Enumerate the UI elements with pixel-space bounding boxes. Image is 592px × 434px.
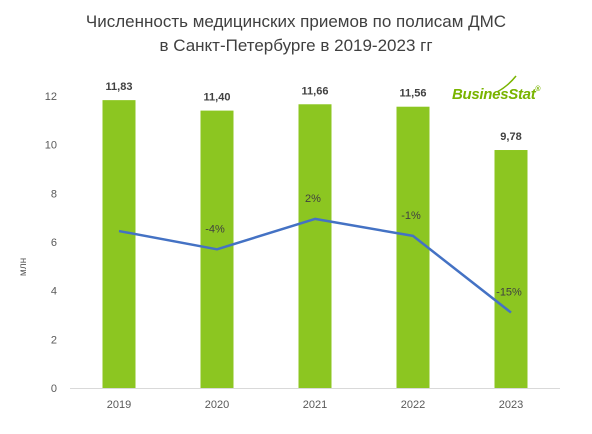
bar	[102, 100, 136, 389]
bar-value-label: 11,66	[302, 85, 329, 97]
bar-value-label: 11,56	[400, 88, 427, 100]
y-tick-label: 6	[51, 237, 57, 249]
x-tick-label: 2021	[303, 399, 327, 411]
bar-value-label: 9,78	[500, 131, 521, 143]
x-tick-label: 2022	[401, 399, 425, 411]
chart-title: Численность медицинских приемов по полис…	[0, 10, 592, 58]
growth-label: -1%	[401, 210, 421, 222]
brand-reg-mark: ®	[535, 86, 541, 93]
x-tick-label: 2020	[205, 399, 229, 411]
y-tick-label: 0	[51, 383, 57, 395]
y-tick-label: 8	[51, 188, 57, 200]
y-tick-label: 12	[45, 91, 57, 103]
x-tick-label: 2023	[499, 399, 523, 411]
growth-label: -4%	[205, 223, 225, 235]
brand-swoosh-icon	[496, 75, 517, 93]
y-tick-label: 4	[51, 286, 57, 298]
growth-label: -15%	[496, 287, 522, 299]
chart-title-line2: в Санкт-Петербурге в 2019-2023 гг	[159, 36, 433, 55]
y-tick-label: 2	[51, 334, 57, 346]
growth-line	[118, 217, 512, 314]
y-tick-label: 10	[45, 140, 57, 152]
y-axis-label: млн	[18, 258, 29, 276]
bar-value-label: 11,40	[204, 92, 231, 104]
brand-name: BusinesStat	[452, 86, 536, 103]
brand-logo: BusinesStat®	[452, 86, 541, 103]
bar	[298, 104, 332, 389]
growth-label: 2%	[305, 193, 321, 205]
x-tick-label: 2019	[107, 399, 131, 411]
bar	[396, 106, 430, 388]
bar	[494, 150, 528, 388]
chart-title-line1: Численность медицинских приемов по полис…	[85, 12, 507, 31]
bar-value-label: 11,83	[106, 81, 133, 93]
